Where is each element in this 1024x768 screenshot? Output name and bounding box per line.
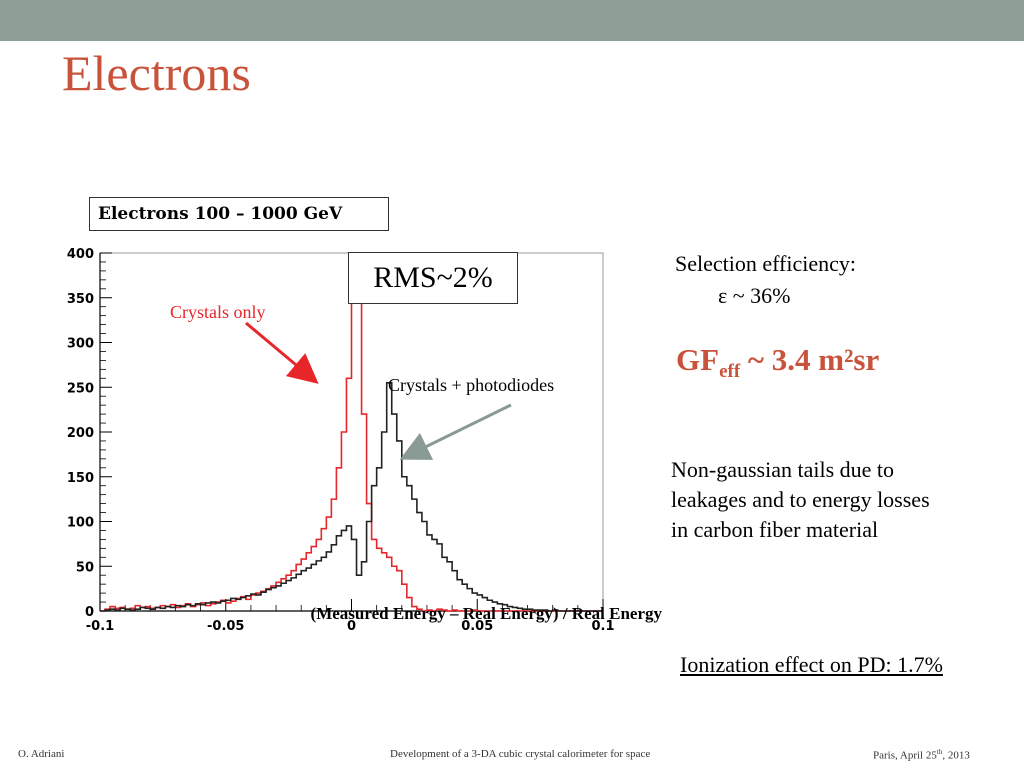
y-tick-label: 400 (67, 247, 94, 262)
rms-label: RMS~2% (348, 252, 518, 304)
y-tick-label: 50 (76, 560, 94, 575)
x-axis-label: (Measured Energy – Real Energy) / Real E… (311, 604, 663, 623)
y-tick-label: 350 (67, 292, 94, 307)
gf-effective-value: GFeff ~ 3.4 m²sr (676, 342, 880, 383)
ionization-note: Ionization effect on PD: 1.7% (680, 652, 943, 677)
energy-range-label: Electrons 100 – 1000 GeV (89, 197, 389, 231)
slide-title: Electrons (62, 45, 251, 101)
y-tick-label: 250 (67, 381, 94, 396)
x-tick-label: -0.1 (86, 619, 114, 634)
crystals-photodiodes-arrow (399, 403, 512, 460)
x-tick-label: 0 (347, 619, 356, 634)
selection-efficiency-value: ε ~ 36% (718, 283, 791, 308)
x-tick-label: -0.05 (207, 619, 244, 634)
y-tick-label: 100 (67, 516, 94, 531)
x-tick-label: 0.1 (591, 619, 614, 634)
footer-title: Development of a 3-DA cubic crystal calo… (390, 748, 651, 760)
x-tick-label: 0.05 (461, 619, 493, 634)
crystals-only-label: Crystals only (170, 302, 266, 322)
y-tick-label: 200 (67, 426, 94, 441)
footer-author: O. Adriani (18, 748, 65, 760)
crystals-photodiodes-label: Crystals + photodiodes (388, 375, 554, 395)
series-crystals-only (100, 279, 603, 612)
footer-date: Paris, April 25th, 2013 (873, 748, 970, 762)
top-bar (0, 0, 1024, 41)
non-gaussian-note: Non-gaussian tails due to leakages and t… (671, 457, 930, 542)
y-tick-label: 150 (67, 471, 94, 486)
selection-efficiency-label: Selection efficiency: (675, 251, 857, 276)
y-tick-label: 300 (67, 337, 94, 352)
y-tick-label: 0 (85, 605, 94, 620)
series-crystals-photodiodes (100, 381, 603, 612)
crystals-only-arrow (245, 321, 319, 384)
